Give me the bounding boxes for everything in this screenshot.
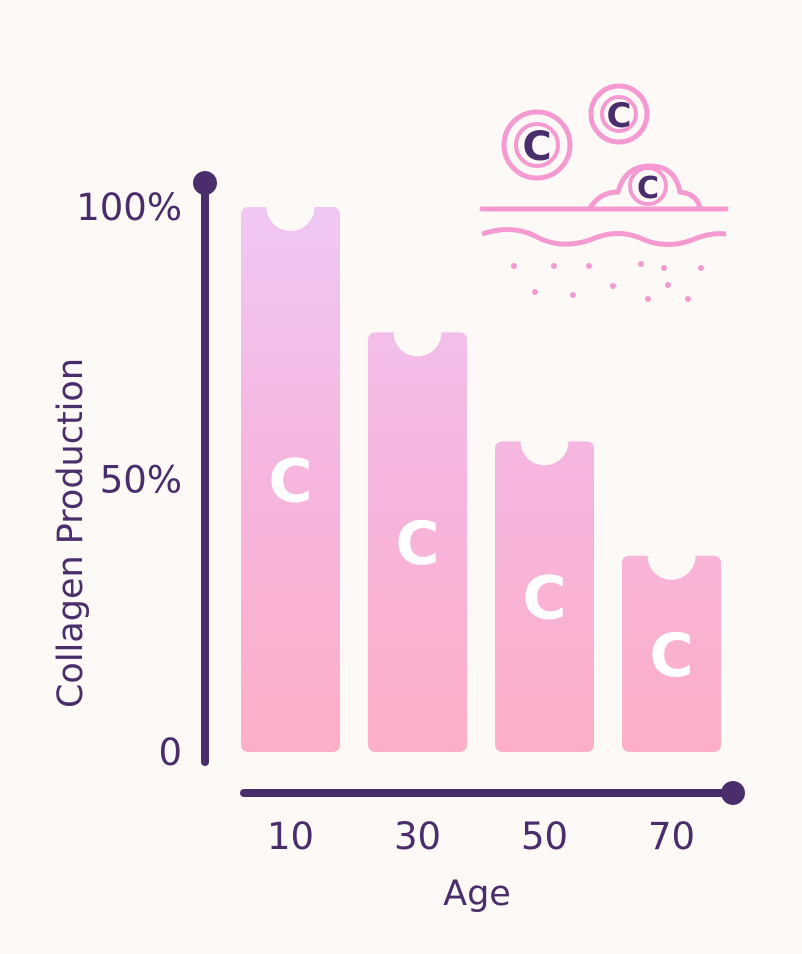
bar-collagen-symbol: C bbox=[522, 564, 566, 634]
y-ticks: 0 50% 100% bbox=[76, 186, 182, 774]
bar-age-30 bbox=[368, 332, 467, 752]
svg-text:C: C bbox=[607, 96, 632, 136]
bar-age-50 bbox=[495, 441, 594, 752]
bar-age-70 bbox=[622, 555, 721, 752]
bar-collagen-symbol: C bbox=[395, 509, 439, 579]
y-tick-label: 100% bbox=[76, 186, 182, 229]
bar-age-10 bbox=[241, 207, 340, 752]
bar-collagen-symbol: C bbox=[268, 447, 312, 517]
y-axis-label: Collagen Production bbox=[51, 358, 91, 708]
x-tick-label: 70 bbox=[648, 815, 695, 858]
x-tick-label: 50 bbox=[521, 815, 568, 858]
x-axis-end-dot bbox=[721, 781, 745, 805]
x-tick-label: 30 bbox=[394, 815, 441, 858]
svg-text:C: C bbox=[522, 124, 551, 170]
bars: C C C C bbox=[241, 207, 721, 752]
x-ticks: 10 30 50 70 bbox=[267, 815, 695, 858]
y-tick-label: 50% bbox=[100, 459, 182, 502]
x-axis-label: Age bbox=[443, 874, 511, 914]
svg-text:C: C bbox=[637, 171, 659, 206]
y-axis-end-dot bbox=[193, 171, 217, 195]
collagen-skin-icon: C C C bbox=[479, 83, 729, 302]
y-tick-label: 0 bbox=[158, 731, 182, 774]
bar-collagen-symbol: C bbox=[649, 621, 693, 691]
x-tick-label: 10 bbox=[267, 815, 314, 858]
